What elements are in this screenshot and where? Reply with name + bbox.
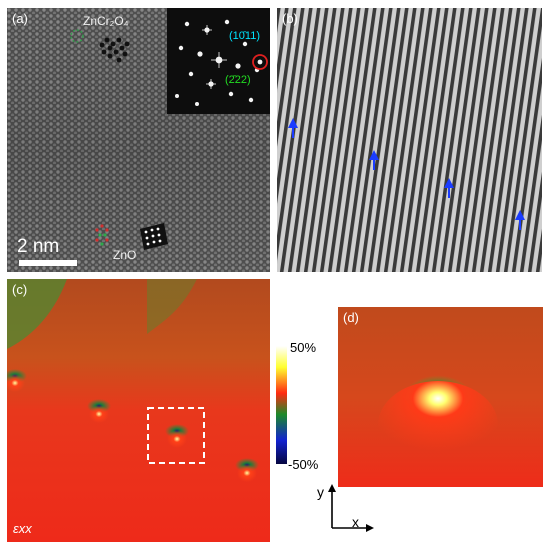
panel-a-hrtem-image: (a) ZnCr₂O₄ ZnO 2 nm (10̄11) (2̄22) xyxy=(7,8,270,272)
panel-d-label: (d) xyxy=(343,310,359,325)
fft-pattern-svg xyxy=(175,19,268,106)
dislocation-arrow-2 xyxy=(369,150,379,170)
xy-axes-indicator xyxy=(328,484,374,532)
colorbar xyxy=(276,346,287,464)
zno-structure-model xyxy=(95,223,168,250)
dislocation-core-3 xyxy=(165,424,189,448)
zncr2o4-label: ZnCr₂O₄ xyxy=(83,14,129,28)
scale-bar xyxy=(19,260,77,266)
dislocation-arrow-3 xyxy=(444,178,454,198)
dislocation-core-2 xyxy=(87,399,111,423)
panel-a-label: (a) xyxy=(12,11,28,26)
strain-component-label: εxx xyxy=(13,521,32,536)
scale-bar-label: 2 nm xyxy=(17,236,60,257)
spot-222-label: (2̄22) xyxy=(225,74,251,86)
colorbar-max-label: 50% xyxy=(290,340,317,355)
spot-1011-label: (10̄11) xyxy=(229,30,260,42)
dislocation-core-1 xyxy=(7,369,27,392)
fringe-svg xyxy=(277,8,542,272)
panel-b-fringe-image: (b) xyxy=(277,8,542,272)
zoom-strain-svg xyxy=(338,307,543,487)
panel-c-strain-map: (c) εxx xyxy=(7,279,270,542)
zoom-region-box xyxy=(147,407,205,464)
strain-map-svg xyxy=(7,279,270,542)
fft-inset: (10̄11) (2̄22) xyxy=(167,8,270,114)
dislocation-arrow-4 xyxy=(515,210,525,230)
zno-label: ZnO xyxy=(113,248,137,262)
panel-b-label: (b) xyxy=(282,11,298,26)
dislocation-arrows xyxy=(288,118,525,230)
spinel-structure-model xyxy=(99,37,130,63)
axis-x-label: x xyxy=(352,514,359,530)
dislocation-core-4 xyxy=(235,458,259,482)
panel-c-label: (c) xyxy=(12,282,28,297)
selected-spot-circle xyxy=(252,54,268,70)
dislocation-arrow-1 xyxy=(288,118,298,138)
axis-y-label: y xyxy=(317,484,324,500)
colorbar-min-label: -50% xyxy=(288,457,319,472)
panel-d-zoomed-strain-map: (d) xyxy=(338,307,543,487)
